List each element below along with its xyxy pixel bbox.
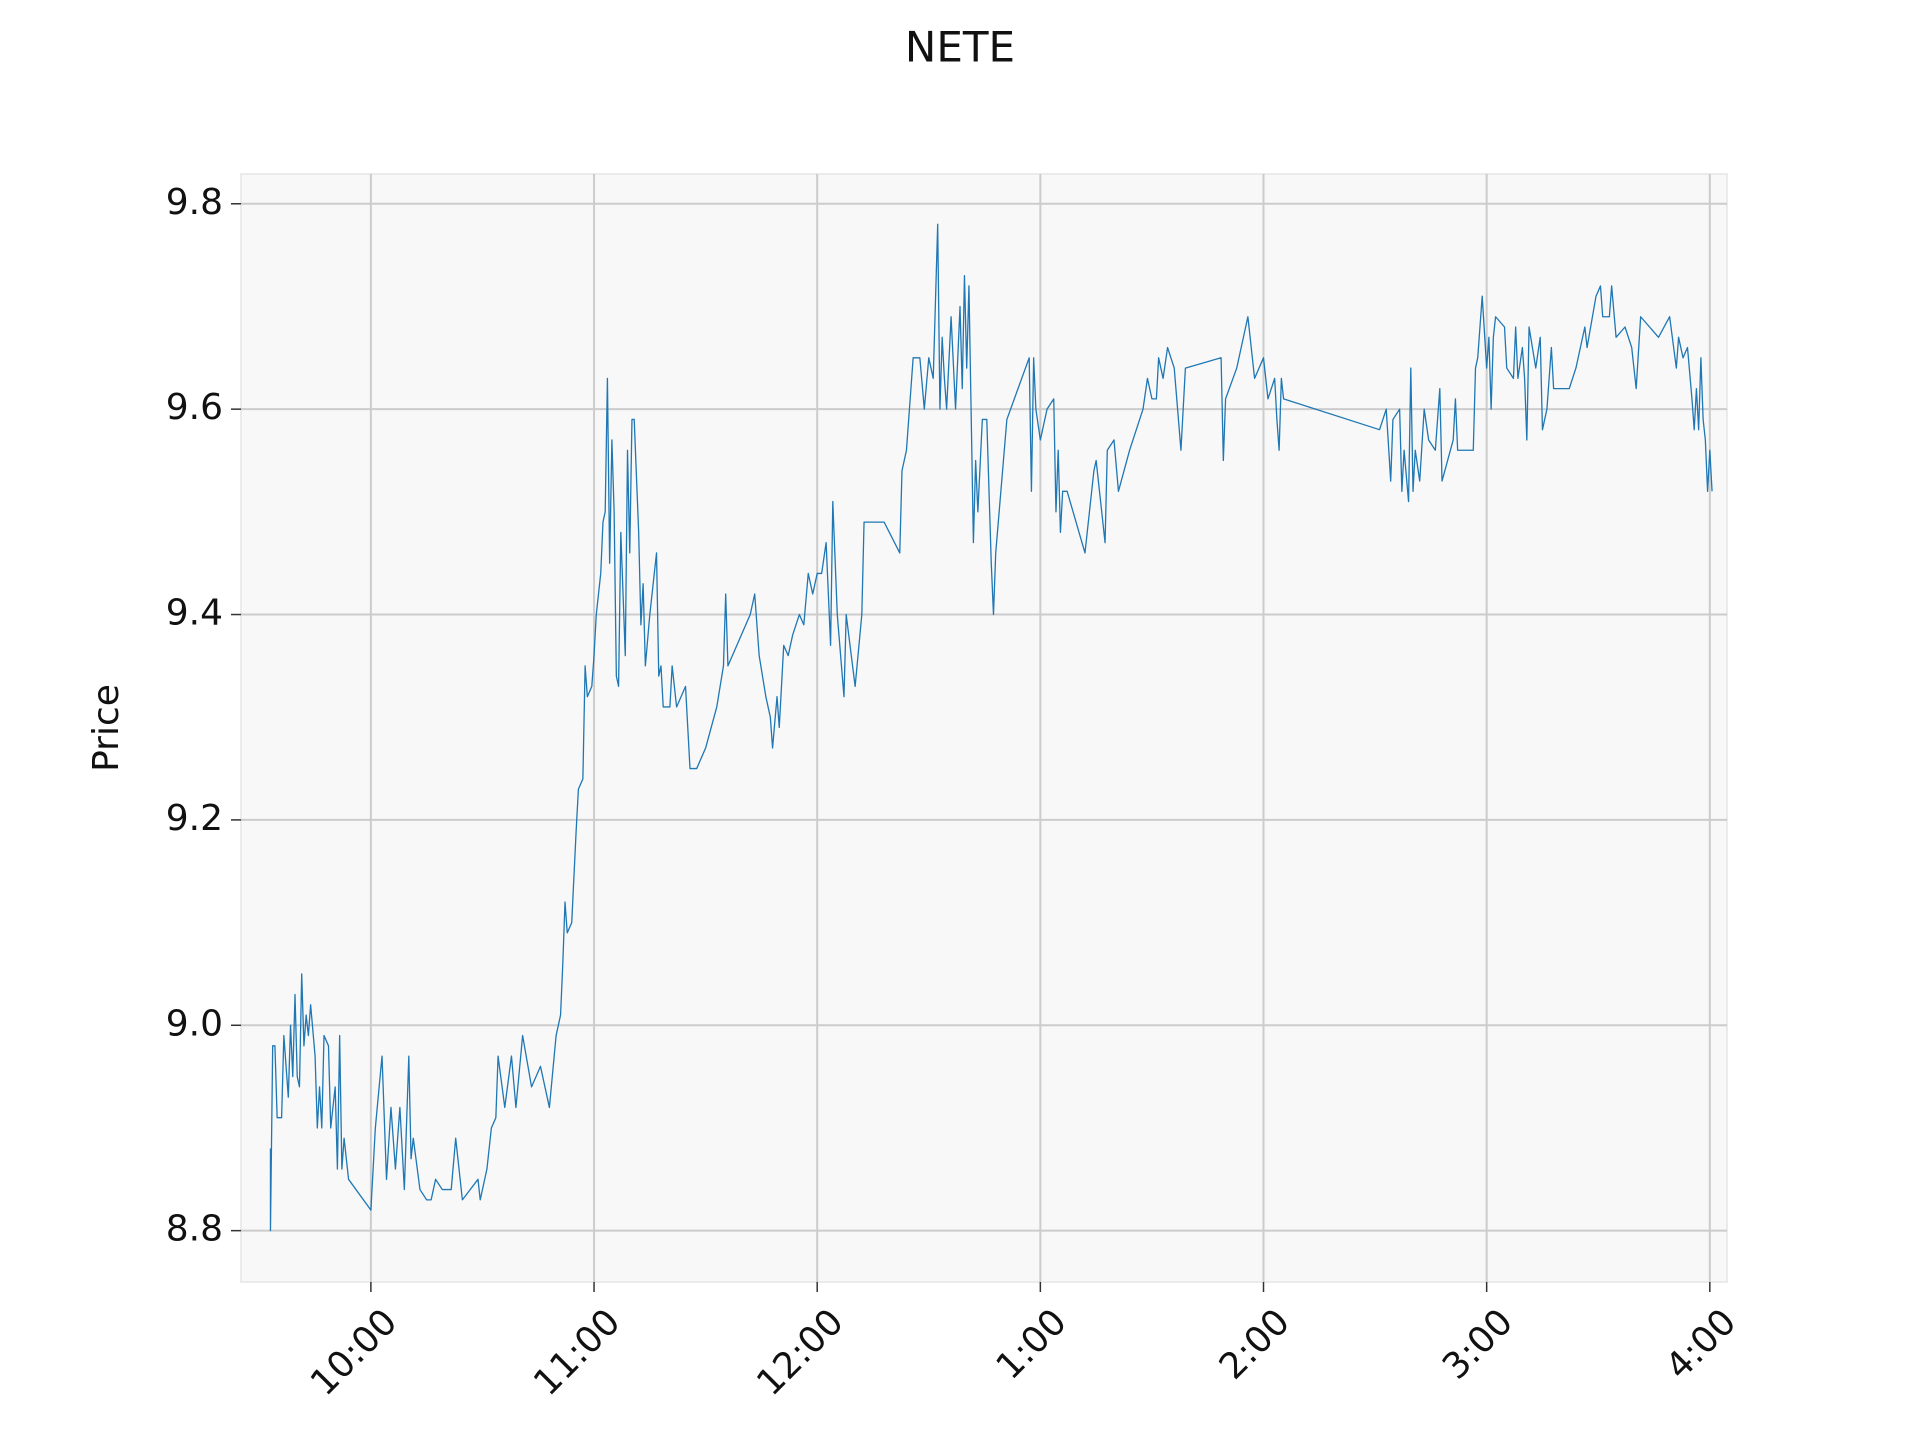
y-axis-label: Price <box>86 684 127 772</box>
x-tick-label: 12:00 <box>749 1301 851 1403</box>
plot-area <box>240 173 1728 1283</box>
y-tick-label: 9.0 <box>166 1003 223 1044</box>
x-tick-label: 11:00 <box>526 1301 628 1403</box>
chart-title: NETE <box>905 23 1015 72</box>
y-tick-label: 8.8 <box>166 1209 223 1250</box>
price-line <box>269 223 1713 1232</box>
x-tick-label: 4:00 <box>1658 1301 1744 1387</box>
y-tick-label: 9.2 <box>166 798 223 839</box>
x-tick-label: 1:00 <box>989 1301 1075 1387</box>
y-tick-label: 9.8 <box>166 182 223 223</box>
x-tick-label: 2:00 <box>1212 1301 1298 1387</box>
y-tick-label: 9.6 <box>166 387 223 428</box>
x-tick-label: 10:00 <box>303 1301 405 1403</box>
y-tick-label: 9.4 <box>166 593 223 634</box>
x-tick-label: 3:00 <box>1435 1301 1521 1387</box>
